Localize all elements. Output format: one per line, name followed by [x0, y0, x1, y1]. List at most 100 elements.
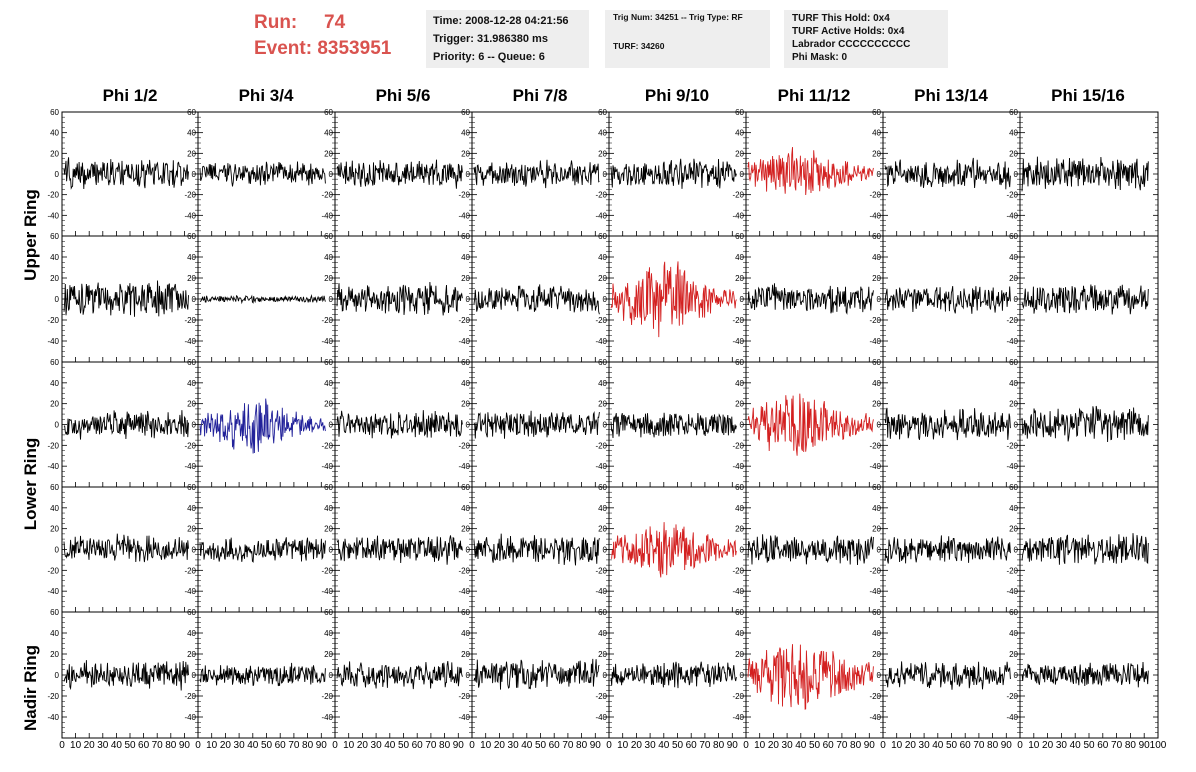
y-tick-label: -20	[184, 566, 196, 575]
y-tick-label: 0	[55, 671, 60, 680]
y-tick-label: 0	[466, 170, 471, 179]
column-header-phi-1-2: Phi 1/2	[102, 86, 158, 105]
labrador-text: Labrador CCCCCCCCCC	[792, 39, 911, 50]
x-tick-label: 60	[960, 740, 972, 751]
y-tick-label: 0	[192, 546, 197, 555]
y-tick-label: 0	[603, 421, 608, 430]
panel-r3-c4: -40 -20 0 20 40 60	[595, 483, 747, 613]
y-tick-label: 60	[735, 108, 744, 117]
y-tick-label: 40	[872, 253, 881, 262]
y-tick-label: 20	[735, 650, 744, 659]
panel-r2-c7: -40 -20 0 20 40 60	[1006, 358, 1159, 488]
x-tick-label: 0	[59, 740, 65, 751]
panel-r0-c7: -40 -20 0 20 40 60	[1006, 108, 1159, 237]
y-tick-label: 0	[877, 295, 882, 304]
panel-r1-c2: -40 -20 0 20 40 60	[321, 232, 473, 363]
y-tick-label: 40	[461, 379, 470, 388]
y-tick-label: 40	[187, 253, 196, 262]
panel-r4-c7: -40 -20 0 20 40 60	[1006, 608, 1159, 739]
y-tick-label: 60	[872, 108, 881, 117]
y-tick-label: 20	[324, 400, 333, 409]
y-tick-label: 0	[740, 671, 745, 680]
y-tick-label: 40	[187, 129, 196, 138]
waveform-trace	[884, 286, 1011, 314]
y-tick-label: -40	[732, 713, 744, 722]
y-tick-label: 40	[50, 629, 59, 638]
y-tick-label: -40	[321, 462, 333, 471]
y-tick-label: 40	[461, 253, 470, 262]
y-tick-label: 20	[324, 274, 333, 283]
y-tick-label: -20	[1006, 692, 1018, 701]
x-tick-label: 20	[1042, 740, 1054, 751]
y-tick-label: 20	[1009, 650, 1018, 659]
run-label: Run:	[254, 12, 298, 33]
y-tick-label: -20	[47, 191, 59, 200]
y-tick-label: -40	[184, 211, 196, 220]
y-tick-label: 0	[877, 421, 882, 430]
y-tick-label: 60	[872, 358, 881, 367]
x-tick-label: 0	[743, 740, 749, 751]
y-tick-label: -40	[1006, 211, 1018, 220]
y-tick-label: 60	[187, 358, 196, 367]
y-tick-label: 60	[324, 232, 333, 241]
y-tick-label: 20	[1009, 400, 1018, 409]
waveform-trace	[63, 533, 189, 563]
x-tick-label: 60	[138, 740, 150, 751]
panel-r3-c0: -40 -20 0 20 40 60	[47, 483, 199, 613]
y-tick-label: 60	[50, 483, 59, 492]
y-tick-label: 60	[187, 483, 196, 492]
x-tick-label: 90	[1001, 740, 1013, 751]
y-tick-label: -20	[595, 191, 607, 200]
x-tick-label: 10	[70, 740, 82, 751]
y-tick-label: 40	[50, 253, 59, 262]
panel-r1-c3: -40 -20 0 20 40 60	[458, 232, 610, 363]
y-tick-label: -40	[458, 337, 470, 346]
x-tick-label: 20	[905, 740, 917, 751]
y-tick-label: 20	[324, 650, 333, 659]
x-tick-label: 90	[590, 740, 602, 751]
panel-r3-c2: -40 -20 0 20 40 60	[321, 483, 473, 613]
waveform-trace	[336, 410, 463, 439]
column-header-phi-9-10: Phi 9/10	[644, 86, 710, 105]
column-header-phi-13-14: Phi 13/14	[914, 86, 988, 105]
waveform-trace	[473, 533, 600, 566]
y-tick-label: -40	[321, 587, 333, 596]
x-tick-label: 10	[480, 740, 492, 751]
y-tick-label: 60	[872, 232, 881, 241]
y-tick-label: -40	[1006, 587, 1018, 596]
y-tick-label: 40	[872, 129, 881, 138]
y-tick-label: 20	[50, 525, 59, 534]
y-tick-label: 0	[466, 546, 471, 555]
y-tick-label: 40	[735, 253, 744, 262]
x-tick-label: 10	[1028, 740, 1040, 751]
panel-r3-c7: -40 -20 0 20 40 60	[1006, 483, 1159, 613]
waveform-trace	[1021, 533, 1149, 565]
panel-r1-c0: -40 -20 0 20 40 60	[47, 232, 199, 363]
x-tick-label: 30	[919, 740, 931, 751]
y-tick-label: -40	[1006, 713, 1018, 722]
x-tick-label: 60	[823, 740, 835, 751]
panel-r2-c3: -40 -20 0 20 40 60	[458, 358, 610, 488]
y-tick-label: 0	[740, 170, 745, 179]
y-tick-label: 60	[598, 232, 607, 241]
y-tick-label: 40	[50, 379, 59, 388]
panel-r1-c5: -40 -20 0 20 40 60	[732, 232, 884, 363]
y-tick-label: -40	[47, 587, 59, 596]
y-tick-label: 60	[324, 483, 333, 492]
y-tick-label: -40	[1006, 462, 1018, 471]
panel-r2-c4: -40 -20 0 20 40 60	[595, 358, 747, 488]
x-tick-label: 50	[261, 740, 273, 751]
y-tick-label: 40	[598, 379, 607, 388]
waveform-trace	[199, 293, 326, 305]
y-tick-label: 60	[187, 608, 196, 617]
y-tick-label: 60	[598, 108, 607, 117]
x-tick-label: 0	[880, 740, 886, 751]
panel-r2-c5: -40 -20 0 20 40 60	[732, 358, 884, 488]
column-header-phi-11-12: Phi 11/12	[777, 86, 851, 105]
y-tick-label: -40	[869, 713, 881, 722]
panel-r4-c2: -40 -20 0 20 40 60	[321, 608, 473, 739]
y-tick-label: 20	[598, 274, 607, 283]
x-tick-label: 80	[1125, 740, 1137, 751]
waveform-trace	[884, 407, 1011, 441]
x-tick-label: 90	[179, 740, 191, 751]
